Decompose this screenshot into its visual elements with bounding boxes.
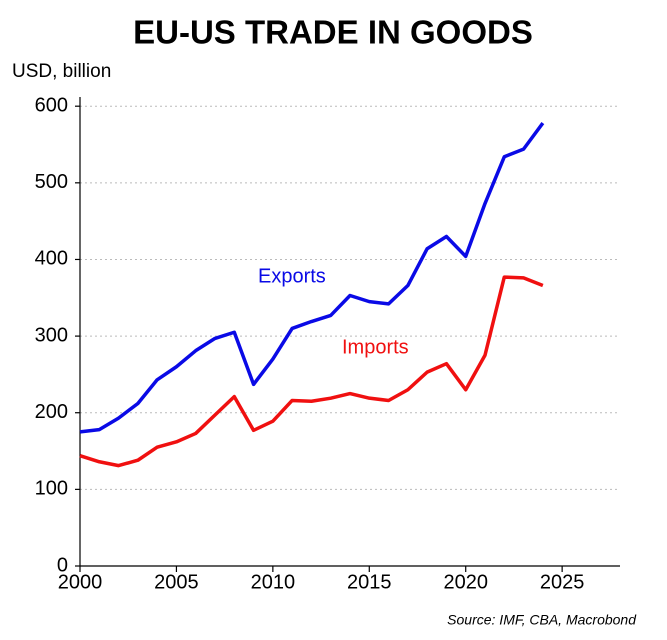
y-tick-label: 600 <box>35 94 68 116</box>
y-tick-label: 100 <box>35 478 68 500</box>
x-tick-label: 2000 <box>58 571 103 593</box>
x-tick-label: 2020 <box>443 571 488 593</box>
y-tick-label: 400 <box>35 248 68 270</box>
series-label: Exports <box>258 265 326 287</box>
x-tick-label: 2005 <box>154 571 199 593</box>
series-line <box>79 275 544 468</box>
y-axis-label: USD, billion <box>12 61 111 82</box>
y-tick-label: 500 <box>35 171 68 193</box>
source-note: Source: IMF, CBA, Macrobond <box>447 612 637 628</box>
chart-title: EU-US TRADE IN GOODS <box>133 14 533 51</box>
series-label: Imports <box>342 336 409 358</box>
series-line <box>79 122 545 434</box>
x-tick-label: 2025 <box>540 571 585 593</box>
y-tick-label: 200 <box>35 401 68 423</box>
y-tick-label: 300 <box>35 324 68 346</box>
y-tick-label: 0 <box>57 554 68 576</box>
x-tick-label: 2015 <box>347 571 392 593</box>
x-tick-label: 2010 <box>251 571 296 593</box>
